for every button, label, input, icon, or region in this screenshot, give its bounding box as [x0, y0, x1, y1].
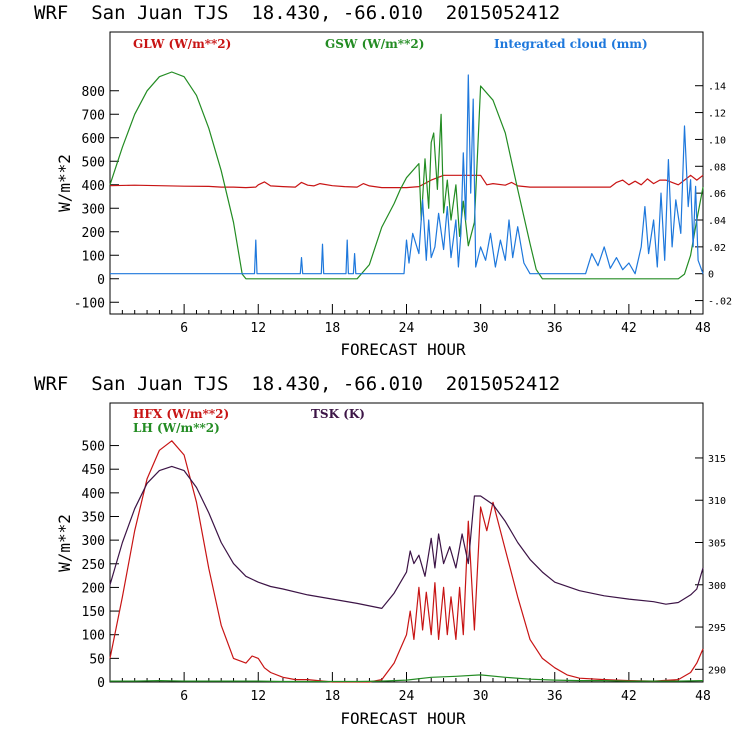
y2-tick-label: .02 [708, 243, 726, 254]
y2-tick-label: 0 [708, 270, 714, 281]
legend-glw: GLW (W/m**2) [133, 37, 231, 51]
y2-tick-label: 295 [708, 623, 726, 634]
y-tick-label: 500 [82, 155, 105, 170]
legend-gsw: GSW (W/m**2) [325, 37, 424, 51]
x-tick-label: 18 [325, 321, 341, 336]
y-tick-label: 300 [82, 534, 105, 549]
y-tick-label: 700 [82, 108, 105, 123]
panel-title: WRF San Juan TJS 18.430, -66.010 2015052… [34, 2, 560, 24]
y-tick-label: 400 [82, 487, 105, 502]
x-tick-label: 36 [547, 689, 563, 704]
x-tick-label: 42 [621, 689, 637, 704]
y-tick-label: 500 [82, 440, 105, 455]
series-line-tsk [109, 465, 704, 610]
x-axis-label: FORECAST HOUR [340, 709, 466, 728]
legend-hfx: HFX (W/m**2) [133, 407, 229, 421]
legend-lh: LH (W/m**2) [133, 421, 220, 435]
y-tick-label: 800 [82, 85, 105, 100]
series-line-gsw [109, 71, 704, 280]
y2-tick-label: .08 [708, 162, 726, 173]
y2-tick-label: 290 [708, 665, 726, 676]
y-tick-label: 100 [82, 629, 105, 644]
tick-layer: 6 12 18 24 30 36 42 48 0 50 100 150 200 250 300 350 400 4… [82, 440, 727, 704]
panel-radiation-cloud: WRF San Juan TJS 18.430, -66.010 2015052… [34, 2, 732, 359]
x-tick-label: 48 [695, 689, 711, 704]
series-line-glw [109, 174, 704, 189]
x-tick-label: 24 [399, 689, 415, 704]
plot-frame [109, 402, 704, 683]
x-tick-label: 6 [180, 321, 188, 336]
x-axis-label: FORECAST HOUR [340, 340, 466, 359]
y-tick-label: 200 [82, 581, 105, 596]
y2-tick-label: .10 [708, 135, 726, 146]
y-tick-label: 150 [82, 605, 105, 620]
y-tick-label: 0 [97, 676, 105, 691]
panel-title: WRF San Juan TJS 18.430, -66.010 2015052… [34, 373, 560, 395]
series-layer [109, 71, 704, 280]
series-line-integrated [110, 74, 704, 275]
x-tick-label: 42 [621, 321, 637, 336]
y-tick-label: 0 [97, 273, 105, 288]
y-axis-label: W/m**2 [55, 154, 74, 212]
y2-tick-label: .04 [708, 216, 726, 227]
y-tick-label: 300 [82, 202, 105, 217]
legend-cloud: Integrated cloud (mm) [494, 37, 648, 51]
series-line-lh [110, 674, 704, 683]
y-tick-label: 100 [82, 249, 105, 264]
x-tick-label: 18 [325, 689, 341, 704]
y2-tick-label: .12 [708, 109, 726, 120]
y-axis-label: W/m**2 [55, 514, 74, 572]
series-layer [109, 440, 704, 683]
legend-tsk: TSK (K) [311, 407, 365, 421]
y-tick-label: -100 [74, 296, 105, 311]
x-tick-label: 12 [250, 321, 266, 336]
y-tick-label: 450 [82, 463, 105, 478]
y-tick-label: 200 [82, 226, 105, 241]
x-tick-label: 6 [180, 689, 188, 704]
y-tick-label: 250 [82, 558, 105, 573]
panel-fluxes-skin-temp: WRF San Juan TJS 18.430, -66.010 2015052… [34, 373, 726, 728]
y2-tick-label: 300 [708, 581, 726, 592]
y2-tick-label: 315 [708, 454, 726, 465]
x-tick-label: 12 [250, 689, 266, 704]
y2-tick-label: 310 [708, 496, 726, 507]
y2-tick-label: -.02 [708, 297, 732, 308]
x-tick-label: 36 [547, 321, 563, 336]
y-tick-label: 400 [82, 179, 105, 194]
x-tick-label: 48 [695, 321, 711, 336]
y-tick-label: 50 [89, 652, 105, 667]
x-tick-label: 30 [473, 689, 489, 704]
x-tick-label: 30 [473, 321, 489, 336]
y2-tick-label: 305 [708, 539, 726, 550]
y2-tick-label: .06 [708, 189, 726, 200]
x-tick-label: 24 [399, 321, 415, 336]
plot-frame [109, 31, 704, 315]
tick-layer: 6 12 18 24 30 36 42 48 -100 0 100 200 300 400 500 600 70… [74, 82, 732, 336]
y2-tick-label: .14 [708, 82, 726, 93]
y-tick-label: 350 [82, 510, 105, 525]
y-tick-label: 600 [82, 132, 105, 147]
series-line-hfx [109, 440, 704, 683]
